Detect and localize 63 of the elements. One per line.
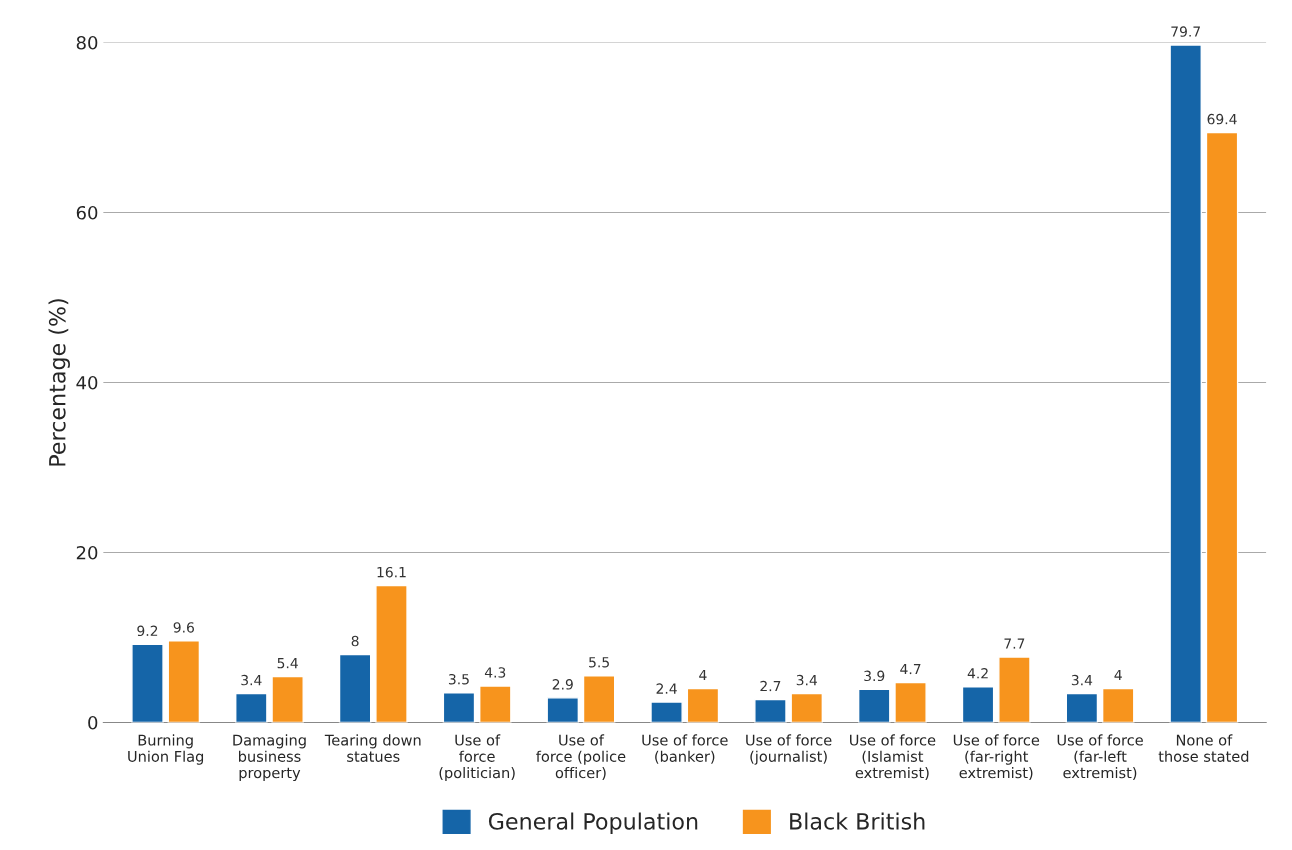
bar [338, 653, 372, 723]
data-label: 4 [699, 669, 707, 681]
x-tick-label: None of those stated [1158, 734, 1249, 762]
legend-label: General Population [488, 812, 698, 835]
bar [167, 640, 201, 723]
x-tick-label: Use of force (far-left extremist) [1057, 734, 1143, 780]
data-label: 9.6 [173, 622, 194, 633]
bar [1169, 44, 1202, 723]
bar [235, 692, 268, 723]
data-label: 79.7 [1171, 26, 1200, 37]
data-label: 16.1 [377, 566, 406, 578]
data-label: 3.4 [796, 674, 818, 686]
bar [1205, 131, 1239, 723]
data-label: 7.7 [1004, 638, 1025, 649]
data-label: 4.7 [900, 663, 921, 675]
y-tick-label: 20 [76, 545, 98, 560]
bar [271, 675, 304, 723]
bar [442, 692, 476, 723]
data-label: 3.4 [241, 674, 262, 686]
bar [650, 701, 683, 723]
data-label: 69.4 [1207, 113, 1237, 125]
data-label: 5.5 [589, 657, 609, 668]
bar [998, 656, 1031, 723]
bar [1065, 692, 1099, 723]
data-label: 2.9 [552, 679, 573, 690]
data-label: 8 [351, 635, 359, 647]
x-tick-label: Use of force (Islamist extremist) [850, 734, 936, 780]
bar [857, 688, 891, 723]
bar [479, 685, 512, 723]
bar [754, 698, 787, 723]
x-tick-label: Burning Union Flag [128, 734, 204, 765]
y-tick-label: 60 [76, 205, 98, 220]
data-label: 4 [1114, 669, 1122, 681]
bar [961, 686, 995, 723]
bar [546, 697, 580, 723]
data-label: 2.4 [656, 683, 677, 694]
x-tick-label: Use of force (journalist) [746, 734, 832, 765]
y-tick-label: 80 [76, 35, 98, 50]
x-tick-label: Tearing down statues [324, 734, 421, 762]
bar [582, 675, 616, 723]
bar [375, 584, 408, 723]
bar [686, 687, 720, 723]
legend-label: Black British [790, 812, 925, 830]
data-label: 3.9 [864, 670, 885, 682]
bar [1101, 687, 1135, 723]
y-tick-label: 40 [76, 375, 98, 390]
x-tick-label: Use of force (banker) [642, 734, 728, 764]
data-label: 3.5 [448, 674, 469, 685]
data-label: 9.2 [137, 625, 158, 637]
x-tick-label: Use of force (politician) [439, 734, 515, 782]
data-label: 5.4 [277, 658, 298, 669]
x-tick-label: Use of force (police officer) [536, 734, 626, 780]
data-label: 2.7 [760, 680, 781, 692]
data-label: 4.2 [967, 668, 988, 679]
y-tick-label: 0 [88, 715, 98, 730]
data-label: 3.4 [1071, 674, 1093, 686]
x-tick-label: Use of force (far-right extremist) [953, 734, 1040, 780]
bar [790, 692, 824, 723]
bar [894, 681, 927, 723]
x-tick-label: Damaging business property [233, 734, 306, 782]
data-label: 4.3 [484, 667, 506, 678]
y-axis-title: Percentage (%) [48, 299, 70, 466]
bar [131, 643, 164, 723]
